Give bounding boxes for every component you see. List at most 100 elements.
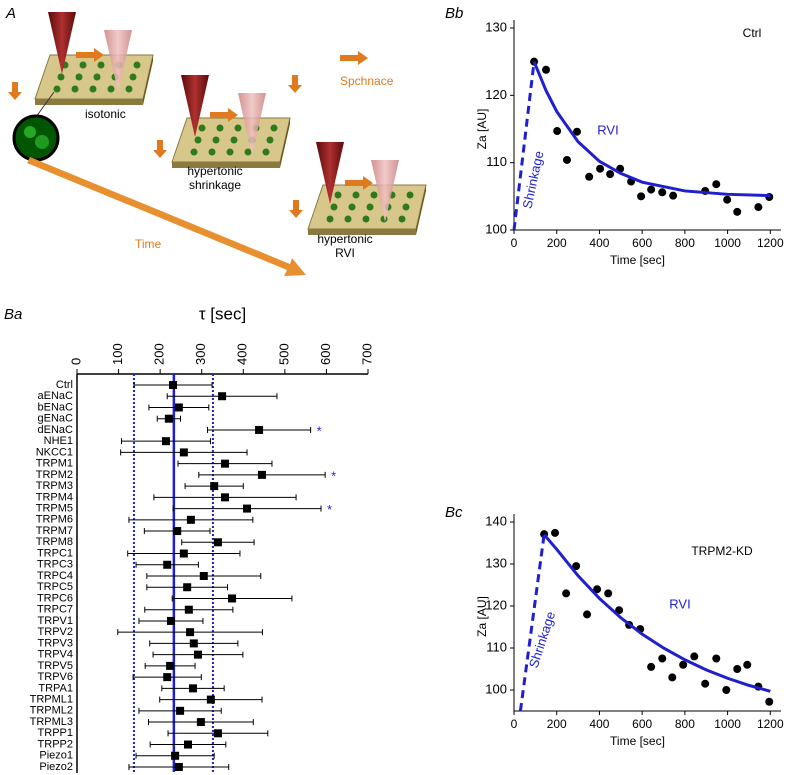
data-point xyxy=(754,203,763,212)
panel-label: Ba xyxy=(4,306,22,323)
mean-marker xyxy=(183,740,192,749)
category-label: TRPM2 xyxy=(36,469,73,481)
category-label: bENaC xyxy=(38,401,74,413)
state-label: shrinkage xyxy=(189,178,241,192)
category-label: NKCC1 xyxy=(36,446,73,458)
x-tick-label: 700 xyxy=(359,343,374,365)
x-tick-label: 800 xyxy=(675,236,695,250)
shrinkage-line xyxy=(518,534,546,712)
x-tick-label: 0 xyxy=(511,717,518,731)
data-point xyxy=(572,562,581,571)
y-tick-label: 130 xyxy=(485,19,507,34)
state-label: isotonic xyxy=(85,107,126,121)
y-tick-label: 140 xyxy=(485,513,507,528)
category-label: TRPM4 xyxy=(36,491,73,503)
y-tick-label: 110 xyxy=(486,639,507,654)
data-point xyxy=(701,679,710,688)
data-point xyxy=(668,673,677,682)
mean-marker xyxy=(189,639,198,648)
x-tick-label: 200 xyxy=(547,717,567,731)
mean-marker xyxy=(173,527,182,536)
mean-marker xyxy=(169,381,178,389)
x-tick-label: 1000 xyxy=(714,717,741,731)
x-axis-title: τ [sec] xyxy=(199,304,246,323)
data-point xyxy=(551,528,560,537)
data-point xyxy=(658,654,667,663)
data-point xyxy=(679,660,688,669)
data-point xyxy=(658,188,667,197)
data-point xyxy=(615,606,624,615)
category-label: TRPP1 xyxy=(38,727,73,739)
mean-marker xyxy=(199,572,208,580)
data-point xyxy=(647,662,656,671)
category-label: Ctrl xyxy=(56,379,73,391)
data-point xyxy=(542,65,551,74)
data-point xyxy=(606,170,615,179)
category-label: gENaC xyxy=(38,413,74,425)
category-label: Piezo1 xyxy=(39,750,73,762)
data-point xyxy=(712,654,721,663)
y-tick-label: 100 xyxy=(485,681,507,696)
mean-marker xyxy=(186,515,195,524)
category-label: TRPV1 xyxy=(38,615,73,627)
x-tick-label: 0 xyxy=(68,358,83,365)
mean-marker xyxy=(161,437,170,446)
category-label: NHE1 xyxy=(44,435,73,447)
annotation: TRPM2-KD xyxy=(691,544,753,558)
panel-label: Bb xyxy=(445,5,463,22)
data-point xyxy=(723,195,732,204)
mean-marker xyxy=(166,616,175,625)
x-tick-label: 400 xyxy=(235,343,250,365)
data-point xyxy=(604,589,613,598)
series-label: RVI xyxy=(597,122,618,137)
mean-marker xyxy=(171,751,180,760)
x-tick-label: 400 xyxy=(589,717,609,731)
fit-line xyxy=(542,533,771,693)
annotation: Ctrl xyxy=(743,26,762,40)
mean-marker xyxy=(174,403,183,412)
category-label: TRPC5 xyxy=(37,581,73,593)
category-label: TRPML3 xyxy=(30,716,73,728)
category-label: dENaC xyxy=(38,424,74,436)
mean-marker xyxy=(220,459,229,468)
time-label: Time xyxy=(135,237,162,251)
x-tick-label: 600 xyxy=(318,343,333,365)
x-tick-label: 200 xyxy=(152,343,167,365)
data-point xyxy=(562,589,571,598)
state-label: hypertonic xyxy=(187,164,242,178)
category-label: TRPC1 xyxy=(37,547,73,559)
fit-line xyxy=(532,61,771,198)
category-label: Piezo2 xyxy=(39,761,73,773)
category-label: TRPV6 xyxy=(38,671,73,683)
y-tick-label: 100 xyxy=(485,221,507,236)
x-tick-label: 400 xyxy=(589,236,609,250)
y-tick-label: 120 xyxy=(485,87,507,102)
panel-a: A isotonic hypertonic shrinkage hyperton… xyxy=(5,5,427,276)
category-label: TRPC7 xyxy=(37,604,73,616)
data-point xyxy=(573,127,582,136)
mean-marker xyxy=(228,594,237,603)
data-point xyxy=(733,665,742,673)
state-label: hypertonic xyxy=(317,232,372,246)
mean-marker xyxy=(163,560,172,569)
mean-marker xyxy=(184,605,193,614)
x-tick-label: 0 xyxy=(511,236,518,250)
data-point xyxy=(669,191,678,200)
mean-marker xyxy=(176,706,185,715)
y-axis-title: Za [AU] xyxy=(475,596,489,637)
category-label: TRPV2 xyxy=(38,626,73,638)
category-label: TRPM7 xyxy=(36,525,73,537)
category-label: TRPC6 xyxy=(37,592,73,604)
data-point xyxy=(765,697,774,706)
mean-marker xyxy=(188,684,197,693)
data-point xyxy=(647,185,656,194)
data-point xyxy=(596,164,605,173)
data-point xyxy=(637,192,646,201)
data-point xyxy=(733,207,742,216)
y-tick-label: 110 xyxy=(486,154,507,169)
state-label: RVI xyxy=(335,246,355,260)
x-tick-label: 800 xyxy=(675,717,695,731)
x-tick-label: 200 xyxy=(547,236,567,250)
data-point xyxy=(553,127,562,136)
